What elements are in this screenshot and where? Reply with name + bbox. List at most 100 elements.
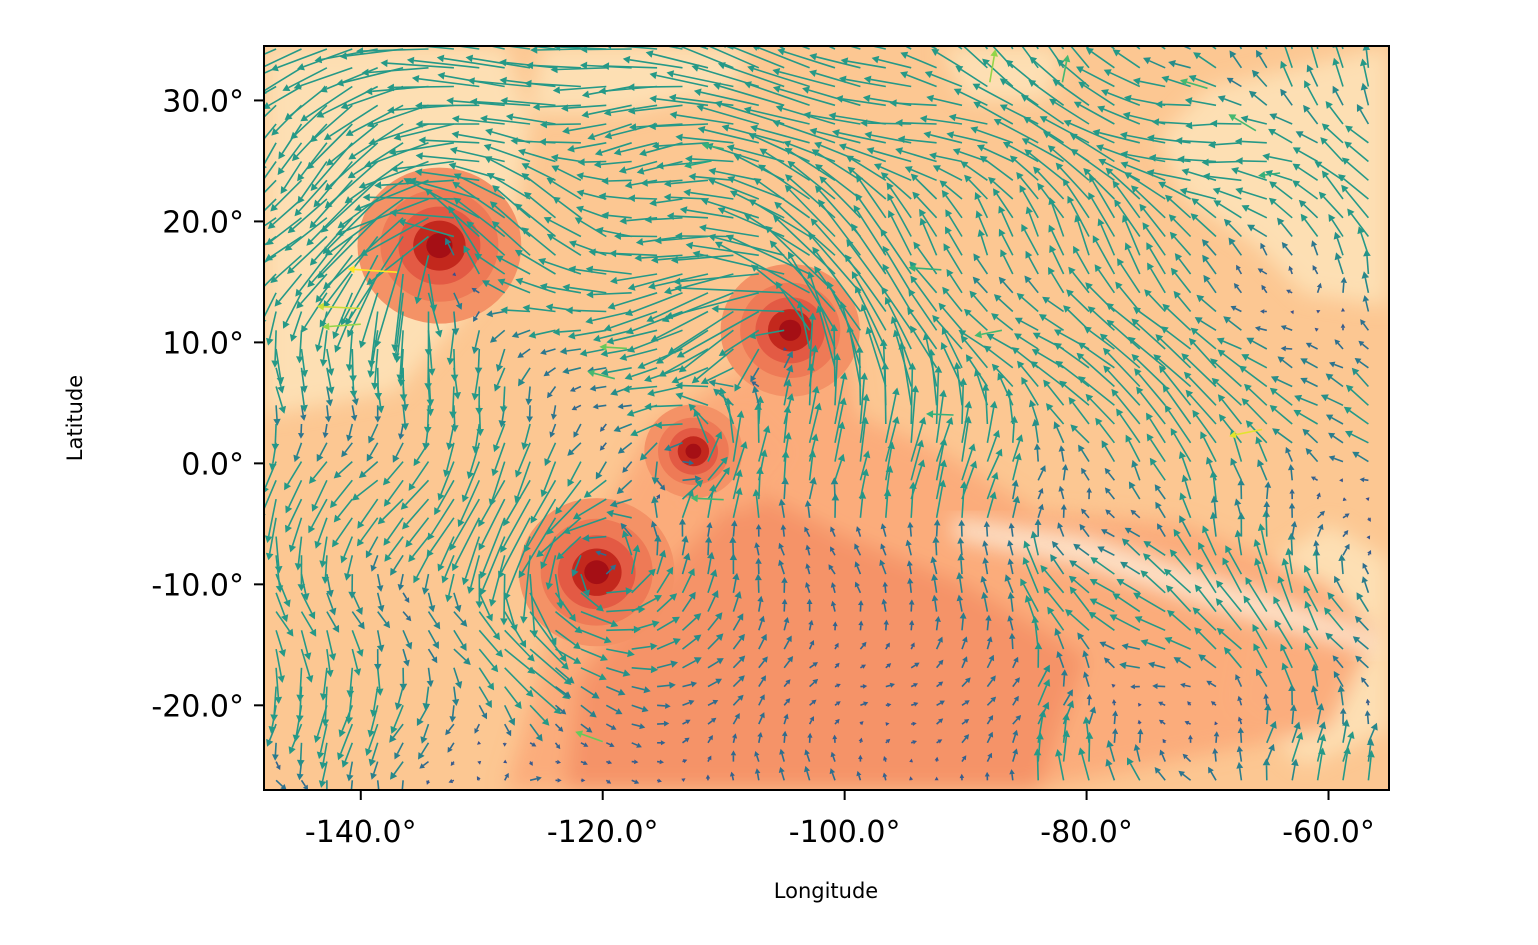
wind-arrow: [540, 461, 557, 498]
wind-arrow: [1012, 748, 1019, 762]
wind-arrow: [1078, 376, 1115, 406]
wind-arrow: [1119, 131, 1166, 144]
wind-arrow: [1341, 46, 1344, 50]
wind-arrow: [991, 313, 1014, 331]
wind-arrow: [449, 705, 457, 723]
wind-arrow: [383, 517, 404, 546]
wind-arrow: [910, 275, 938, 312]
wind-arrow: [1165, 585, 1192, 613]
wind-arrow: [860, 684, 868, 689]
wind-arrow: [323, 217, 404, 290]
wind-arrow: [808, 619, 814, 631]
wind-arrow: [295, 254, 328, 297]
wind-arrow: [1062, 178, 1090, 219]
wind-arrow: [858, 737, 863, 743]
wind-arrow: [830, 477, 839, 500]
wind-arrow: [809, 662, 818, 669]
wind-arrow: [504, 648, 536, 674]
x-tick-label: -60.0°: [1282, 815, 1375, 850]
wind-arrow: [616, 479, 633, 495]
wind-arrow: [1012, 715, 1022, 725]
wind-arrow: [1120, 161, 1166, 182]
wind-arrow: [1302, 428, 1319, 444]
wind-arrow: [287, 235, 328, 274]
wind-arrow: [474, 348, 483, 375]
wind-arrow: [1146, 169, 1191, 182]
wind-arrow: [908, 599, 915, 612]
wind-arrow: [1300, 213, 1319, 237]
wind-arrow: [1310, 476, 1318, 481]
wind-arrow: [293, 67, 353, 90]
wind-arrow: [1236, 264, 1243, 275]
wind-arrow: [270, 179, 303, 212]
wind-arrow: [529, 611, 567, 663]
wind-arrow: [1101, 529, 1115, 538]
wind-arrow: [1277, 356, 1293, 369]
wind-arrow: [300, 386, 308, 413]
wind-arrow: [635, 235, 683, 246]
wind-arrow: [377, 611, 391, 629]
wind-arrow: [910, 702, 919, 707]
wind-arrow: [1288, 265, 1294, 275]
wind-arrow: [580, 629, 612, 644]
wind-arrow: [960, 161, 988, 181]
wind-arrow: [282, 292, 303, 329]
wind-arrow: [958, 329, 988, 350]
wind-arrow: [1095, 417, 1116, 444]
wind-arrow: [961, 700, 970, 706]
wind-arrow: [757, 732, 763, 743]
wind-arrow: [1208, 766, 1217, 781]
wind-arrow: [1192, 409, 1217, 444]
wind-arrow: [754, 542, 760, 556]
wind-arrow: [264, 217, 277, 228]
wind-arrow: [296, 273, 328, 309]
wind-arrow: [1320, 394, 1344, 407]
wind-arrow: [388, 142, 455, 156]
wind-arrow: [1045, 403, 1065, 425]
wind-arrow: [1124, 242, 1141, 275]
wind-arrow: [945, 226, 963, 256]
wind-arrow: [627, 104, 683, 115]
wind-arrow: [986, 752, 993, 762]
wind-arrow: [1004, 574, 1014, 594]
wind-arrow: [1337, 685, 1345, 706]
wind-arrow: [1365, 698, 1371, 706]
wind-arrow: [1142, 222, 1166, 256]
wind-arrow: [969, 290, 989, 313]
wind-arrow: [474, 723, 481, 734]
wind-arrow: [1024, 149, 1065, 181]
wind-arrow: [732, 572, 740, 593]
wind-arrow: [900, 71, 937, 88]
wind-arrow: [538, 138, 581, 146]
wind-arrow: [1103, 365, 1141, 406]
wind-arrow: [1114, 199, 1141, 237]
wind-arrow: [982, 540, 989, 556]
wind-arrow: [699, 224, 759, 238]
wind-arrow: [985, 614, 992, 631]
wind-arrow: [451, 130, 505, 144]
wind-arrow: [1228, 237, 1243, 256]
wind-arrow: [1329, 361, 1344, 369]
wind-arrow: [297, 161, 328, 204]
wind-arrow: [708, 379, 734, 388]
wind-arrow: [351, 630, 364, 657]
wind-arrow: [1217, 349, 1242, 369]
wind-arrow: [1277, 575, 1293, 612]
wind-arrow: [935, 459, 947, 500]
wind-arrow: [707, 569, 718, 594]
wind-arrow: [890, 316, 912, 369]
wind-arrow: [309, 461, 328, 484]
wind-arrow: [1099, 333, 1141, 369]
wind-arrow: [1131, 185, 1166, 219]
wind-arrow: [1217, 394, 1243, 425]
wind-arrow: [860, 701, 869, 707]
wind-arrow: [571, 404, 582, 411]
wind-arrow: [880, 172, 912, 200]
wind-arrow: [681, 613, 702, 631]
wind-arrow: [315, 254, 353, 303]
wind-arrow: [592, 403, 607, 410]
wind-arrow: [296, 667, 304, 702]
wind-arrow: [326, 780, 328, 790]
wind-arrow: [1303, 564, 1319, 594]
